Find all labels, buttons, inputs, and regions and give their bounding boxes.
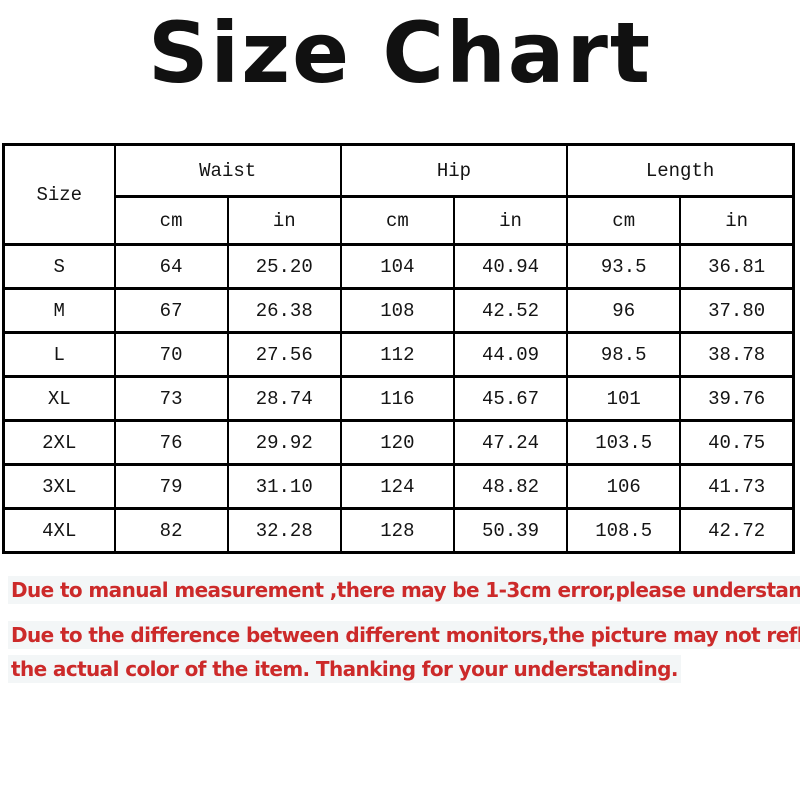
- value-cell: 82: [113, 507, 229, 554]
- waist-in-header: in: [226, 195, 342, 246]
- page-title: Size Chart: [147, 4, 653, 102]
- value-cell: 25.20: [226, 243, 342, 290]
- table-row: 2XL 76 29.92 120 47.24 103.5 40.75: [2, 419, 795, 466]
- size-cell: M: [2, 287, 116, 334]
- size-cell: L: [2, 331, 116, 378]
- value-cell: 112: [339, 331, 455, 378]
- value-cell: 42.52: [452, 287, 569, 334]
- value-cell: 36.81: [679, 243, 795, 290]
- value-cell: 64: [113, 243, 229, 290]
- disclaimer: Due to manual measurement ,there may be …: [8, 576, 800, 683]
- length-group-header: Length: [566, 143, 795, 198]
- value-cell: 104: [339, 243, 455, 290]
- table-header-unit-row: cm in cm in cm in: [4, 195, 795, 246]
- length-in-header: in: [679, 195, 795, 246]
- size-cell: 4XL: [2, 507, 116, 554]
- value-cell: 47.24: [452, 419, 569, 466]
- size-column-header: Size: [2, 143, 116, 246]
- table-row: XL 73 28.74 116 45.67 101 39.76: [2, 375, 795, 422]
- waist-group-header: Waist: [113, 143, 342, 198]
- value-cell: 31.10: [226, 463, 342, 510]
- value-cell: 93.5: [566, 243, 682, 290]
- length-cm-header: cm: [566, 195, 682, 246]
- value-cell: 76: [113, 419, 229, 466]
- value-cell: 44.09: [452, 331, 569, 378]
- table-row: 4XL 82 32.28 128 50.39 108.5 42.72: [2, 507, 795, 554]
- value-cell: 48.82: [452, 463, 569, 510]
- value-cell: 39.76: [679, 375, 795, 422]
- hip-in-header: in: [452, 195, 569, 246]
- value-cell: 124: [339, 463, 455, 510]
- value-cell: 41.73: [679, 463, 795, 510]
- value-cell: 106: [566, 463, 682, 510]
- value-cell: 37.80: [679, 287, 795, 334]
- value-cell: 103.5: [566, 419, 682, 466]
- hip-group-header: Hip: [339, 143, 569, 198]
- table-row: M 67 26.38 108 42.52 96 37.80: [2, 287, 795, 334]
- value-cell: 120: [339, 419, 455, 466]
- table-row: S 64 25.20 104 40.94 93.5 36.81: [2, 243, 795, 290]
- table-header-group-row: Size Waist Hip Length: [2, 143, 795, 246]
- size-chart-table: Size Waist Hip Length cm in cm in cm in …: [2, 143, 795, 554]
- value-cell: 98.5: [566, 331, 682, 378]
- value-cell: 128: [339, 507, 455, 554]
- value-cell: 79: [113, 463, 229, 510]
- value-cell: 40.94: [452, 243, 569, 290]
- hip-cm-header: cm: [339, 195, 455, 246]
- value-cell: 73: [113, 375, 229, 422]
- value-cell: 70: [113, 331, 229, 378]
- value-cell: 101: [566, 375, 682, 422]
- value-cell: 116: [339, 375, 455, 422]
- value-cell: 27.56: [226, 331, 342, 378]
- value-cell: 45.67: [452, 375, 569, 422]
- value-cell: 29.92: [226, 419, 342, 466]
- size-cell: 3XL: [2, 463, 116, 510]
- waist-cm-header: cm: [113, 195, 229, 246]
- value-cell: 67: [113, 287, 229, 334]
- disclaimer-line: Due to manual measurement ,there may be …: [8, 576, 800, 604]
- disclaimer-line: Due to the difference between different …: [8, 621, 800, 649]
- size-cell: S: [2, 243, 116, 290]
- table-row: 3XL 79 31.10 124 48.82 106 41.73: [2, 463, 795, 510]
- value-cell: 42.72: [679, 507, 795, 554]
- value-cell: 108.5: [566, 507, 682, 554]
- size-cell: 2XL: [2, 419, 116, 466]
- table-row: L 70 27.56 112 44.09 98.5 38.78: [2, 331, 795, 378]
- value-cell: 96: [566, 287, 682, 334]
- value-cell: 40.75: [679, 419, 795, 466]
- value-cell: 32.28: [226, 507, 342, 554]
- value-cell: 26.38: [226, 287, 342, 334]
- value-cell: 38.78: [679, 331, 795, 378]
- value-cell: 108: [339, 287, 455, 334]
- disclaimer-line: the actual color of the item. Thanking f…: [8, 655, 681, 683]
- size-cell: XL: [2, 375, 116, 422]
- value-cell: 50.39: [452, 507, 569, 554]
- value-cell: 28.74: [226, 375, 342, 422]
